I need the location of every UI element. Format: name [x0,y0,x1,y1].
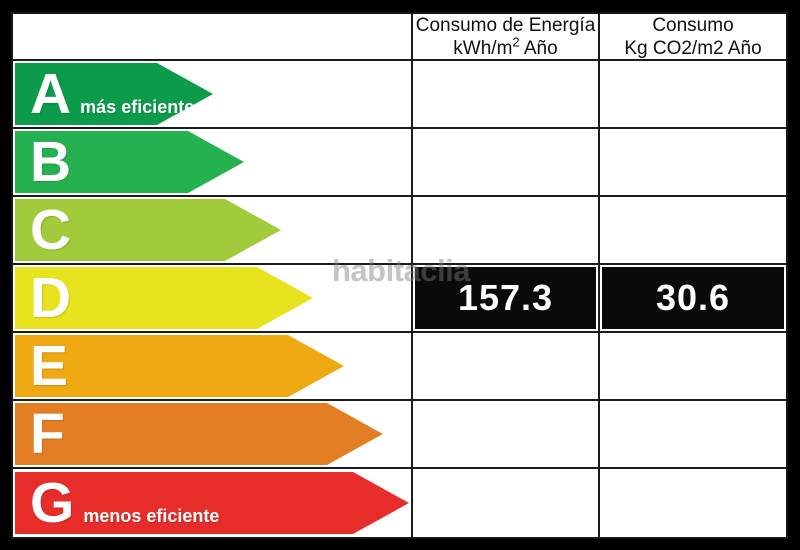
header-energy-line2: kWh/m2 Año [453,34,558,59]
rating-row-f: F [13,401,413,469]
header-empty-cell [13,14,413,61]
energy-cell-e [413,333,600,401]
co2-cell-b [600,129,786,197]
co2-value-box: 30.6 [602,267,784,329]
energy-cell-c [413,197,600,265]
rating-row-g: G menos eficiente [13,469,413,537]
header-energy-line1: Consumo de Energía [415,14,596,36]
rating-arrow-c: C [15,199,281,261]
rating-row-c: C [13,197,413,265]
rating-row-a: A más eficiente [13,61,413,129]
co2-cell-c [600,197,786,265]
rating-row-d: D [13,265,413,333]
co2-cell-d: 30.6 [600,265,786,333]
header-co2-line2: Kg CO2/m2 Año [624,37,762,59]
rating-letter-e: E [30,334,69,398]
energy-cell-a [413,61,600,129]
rating-caption-a: más eficiente [80,97,195,117]
header-co2-line1: Consumo [652,14,734,36]
energy-cell-g [413,469,600,537]
co2-cell-f [600,401,786,469]
energy-cell-d: 157.3 [413,265,600,333]
superscript-2: 2 [512,34,520,50]
certificate-table: Consumo de Energía kWh/m2 Año Consumo Kg… [11,12,788,539]
rating-letter-a: A [30,62,72,126]
rating-arrow-b: B [15,131,244,193]
rating-letter-f: F [30,402,65,466]
rating-arrow-g: G menos eficiente [15,472,409,534]
rating-row-e: E [13,333,413,401]
rating-caption-g: menos eficiente [83,506,220,526]
header-energy-column: Consumo de Energía kWh/m2 Año [413,14,600,61]
rating-letter-b: B [30,130,72,194]
energy-value-box: 157.3 [415,267,596,329]
rating-arrow-a: A más eficiente [15,63,213,125]
co2-cell-g [600,469,786,537]
rating-row-b: B [13,129,413,197]
energy-cell-b [413,129,600,197]
rating-arrow-e: E [15,335,344,397]
rating-arrow-d: D [15,267,313,329]
rating-letter-g: G [30,471,75,535]
header-co2-column: Consumo Kg CO2/m2 Año [600,14,786,61]
rating-letter-d: D [30,266,72,330]
co2-cell-a [600,61,786,129]
energy-cell-f [413,401,600,469]
co2-cell-e [600,333,786,401]
rating-arrow-f: F [15,403,383,465]
rating-letter-c: C [30,198,72,262]
